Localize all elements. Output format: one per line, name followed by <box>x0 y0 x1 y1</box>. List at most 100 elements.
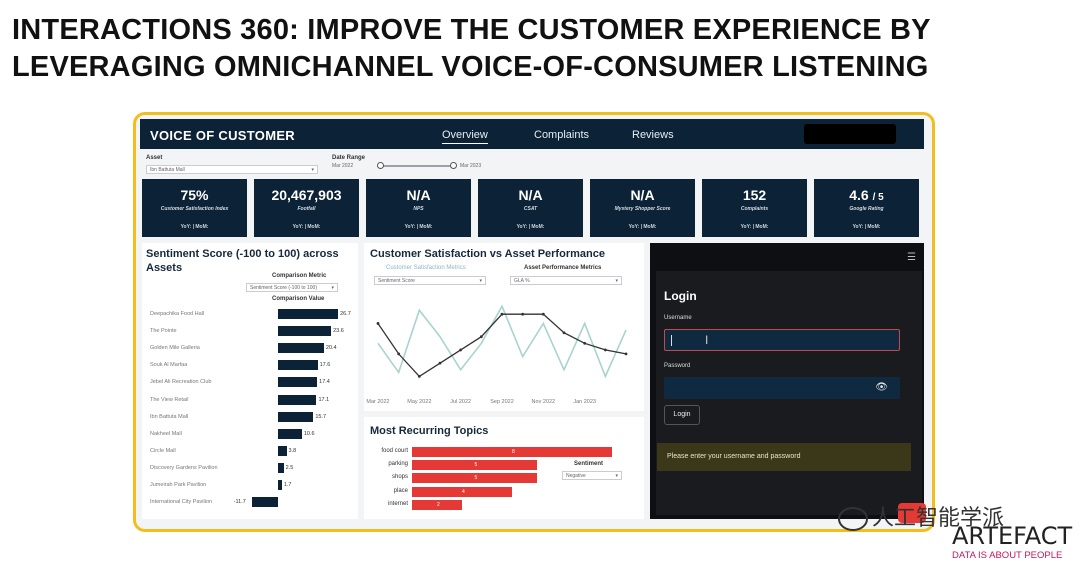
password-label: Password <box>664 363 691 369</box>
topic-bar-value: 5 <box>474 462 478 469</box>
kpi-footer: YoY: | MoM: <box>740 224 769 230</box>
sentiment-bar-value: 20.4 <box>325 345 337 352</box>
x-tick-label: Nov 2022 <box>532 399 556 405</box>
dashboard-frame: VOICE OF CUSTOMER Overview Complaints Re… <box>133 112 935 532</box>
line-point[interactable] <box>397 352 401 356</box>
kpi-label: CSAT <box>523 206 538 212</box>
sentiment-category-label: Deepachika Food Hall <box>150 311 205 317</box>
dashboard-brand: VOICE OF CUSTOMER <box>150 128 295 143</box>
eye-icon[interactable]: 👁 <box>875 382 888 393</box>
line-point[interactable] <box>603 348 607 352</box>
sentiment-bar[interactable] <box>251 497 278 508</box>
ibeam-cursor-icon: I <box>705 333 709 347</box>
sentiment-bar[interactable] <box>278 343 324 354</box>
topic-bar[interactable] <box>412 460 537 471</box>
kpi-value: N/A <box>366 187 471 203</box>
topic-bar-value: 5 <box>474 475 478 482</box>
line-point[interactable] <box>417 374 421 378</box>
topic-label: food court <box>381 448 408 454</box>
sentiment-category-label: Circle Mall <box>150 447 176 454</box>
line-point[interactable] <box>521 312 525 316</box>
x-tick-label: May 2022 <box>407 399 431 405</box>
topics-chart: food court 8 parking 5 shops 5 place 4 internet 2 <box>364 443 612 519</box>
sentiment-bar[interactable] <box>278 480 282 490</box>
sentiment-bar[interactable] <box>278 394 317 405</box>
password-input[interactable]: 👁 <box>664 377 900 399</box>
sentiment-bar-value: 10.6 <box>303 430 315 437</box>
slide-title: INTERACTIONS 360: IMPROVE THE CUSTOMER E… <box>12 12 1072 86</box>
line-point[interactable] <box>479 335 483 339</box>
comparison-value-label: Comparison Value <box>272 296 325 302</box>
line-point[interactable] <box>583 341 587 345</box>
sentiment-category-label: International City Pavilion <box>150 499 213 506</box>
kpi-value: 75% <box>142 187 247 203</box>
sentiment-bar[interactable] <box>278 445 287 456</box>
kpi-value-text: 152 <box>742 187 767 203</box>
kpi-label: Google Rating <box>849 206 884 212</box>
line-point[interactable] <box>500 312 504 316</box>
topic-label: internet <box>387 500 408 507</box>
tab-complaints[interactable]: Complaints <box>534 129 590 141</box>
topics-sentiment-value: Negative <box>566 473 586 479</box>
date-range-end-handle[interactable] <box>450 162 457 169</box>
tab-overview[interactable]: Overview <box>442 129 488 144</box>
login-button[interactable]: Login <box>664 405 700 425</box>
sentiment-bar[interactable] <box>278 428 302 439</box>
kpi-value-text: 75% <box>180 187 209 203</box>
tab-reviews[interactable]: Reviews <box>632 129 674 141</box>
sentiment-bar[interactable] <box>278 360 318 371</box>
sentiment-bar-value: 3.8 <box>288 447 297 454</box>
sentiment-bar[interactable] <box>278 377 318 388</box>
kpi-value: N/A <box>590 187 695 203</box>
artefact-tagline: DATA IS ABOUT PEOPLE <box>952 550 1063 561</box>
hamburger-icon[interactable]: ☰ <box>907 252 916 263</box>
kpi-footer: YoY: | MoM: <box>628 224 657 230</box>
line-point[interactable] <box>562 331 566 335</box>
login-message: Please enter your username and password <box>657 443 911 471</box>
slide-title-line-1: INTERACTIONS 360: IMPROVE THE CUSTOMER E… <box>12 14 931 46</box>
x-tick-label: Jul 2022 <box>450 399 471 405</box>
date-range-slider[interactable] <box>377 162 457 169</box>
sentiment-title-line-2: Assets <box>146 262 183 274</box>
topic-label: shops <box>391 474 408 481</box>
date-range-start-handle[interactable] <box>377 162 384 169</box>
sentiment-bar-value: 15.7 <box>315 413 327 420</box>
dashboard-header: VOICE OF CUSTOMER Overview Complaints Re… <box>140 119 924 149</box>
asset-performance-select[interactable]: GLA % ▾ <box>510 276 622 285</box>
kpi-value: N/A <box>478 187 583 203</box>
sentiment-bar-value: 17.4 <box>319 379 330 386</box>
sentiment-bar[interactable] <box>278 309 339 319</box>
chevron-down-icon: ▾ <box>331 285 334 291</box>
date-range-label: Date Range <box>332 155 366 161</box>
sentiment-bar[interactable] <box>278 326 332 337</box>
line-point[interactable] <box>376 322 380 325</box>
kpi-footer: YoY: | MoM: <box>404 224 433 230</box>
chevron-down-icon: ▾ <box>311 167 314 173</box>
topic-bar[interactable] <box>412 486 512 497</box>
line-series-customer-satisfaction[interactable] <box>377 304 627 379</box>
line-point[interactable] <box>438 361 442 365</box>
topic-bar[interactable] <box>412 499 462 510</box>
kpi-value-suffix: / 5 <box>872 192 884 203</box>
sentiment-category-label: Souk Al Marfaa <box>150 362 188 369</box>
satisfaction-metric-select[interactable]: Sentiment Score ▾ <box>374 276 486 285</box>
line-point[interactable] <box>624 352 628 356</box>
chevron-down-icon: ▾ <box>615 473 618 479</box>
username-input[interactable]: I <box>664 329 900 351</box>
line-point[interactable] <box>459 348 463 352</box>
x-tick-label: Jan 2023 <box>573 399 596 405</box>
topic-bar-value: 2 <box>437 501 440 508</box>
asset-select[interactable]: Ibn Battuta Mall ▾ <box>146 165 318 174</box>
comparison-metric-select[interactable]: Sentiment Score (-100 to 100) ▾ <box>246 283 338 292</box>
topic-bar[interactable] <box>412 447 612 457</box>
topic-label: place <box>393 487 408 494</box>
chevron-down-icon: ▾ <box>479 278 482 284</box>
kpi-label: Customer Satisfaction Index <box>160 206 229 212</box>
login-title: Login <box>664 289 697 303</box>
sentiment-bar[interactable] <box>278 411 314 422</box>
slide-title-line-2: LEVERAGING OMNICHANNEL VOICE-OF-CONSUMER… <box>12 51 929 83</box>
topics-sentiment-select[interactable]: Negative ▾ <box>562 471 622 480</box>
sentiment-bar[interactable] <box>278 462 284 473</box>
topic-bar[interactable] <box>412 473 537 484</box>
line-point[interactable] <box>541 312 545 316</box>
